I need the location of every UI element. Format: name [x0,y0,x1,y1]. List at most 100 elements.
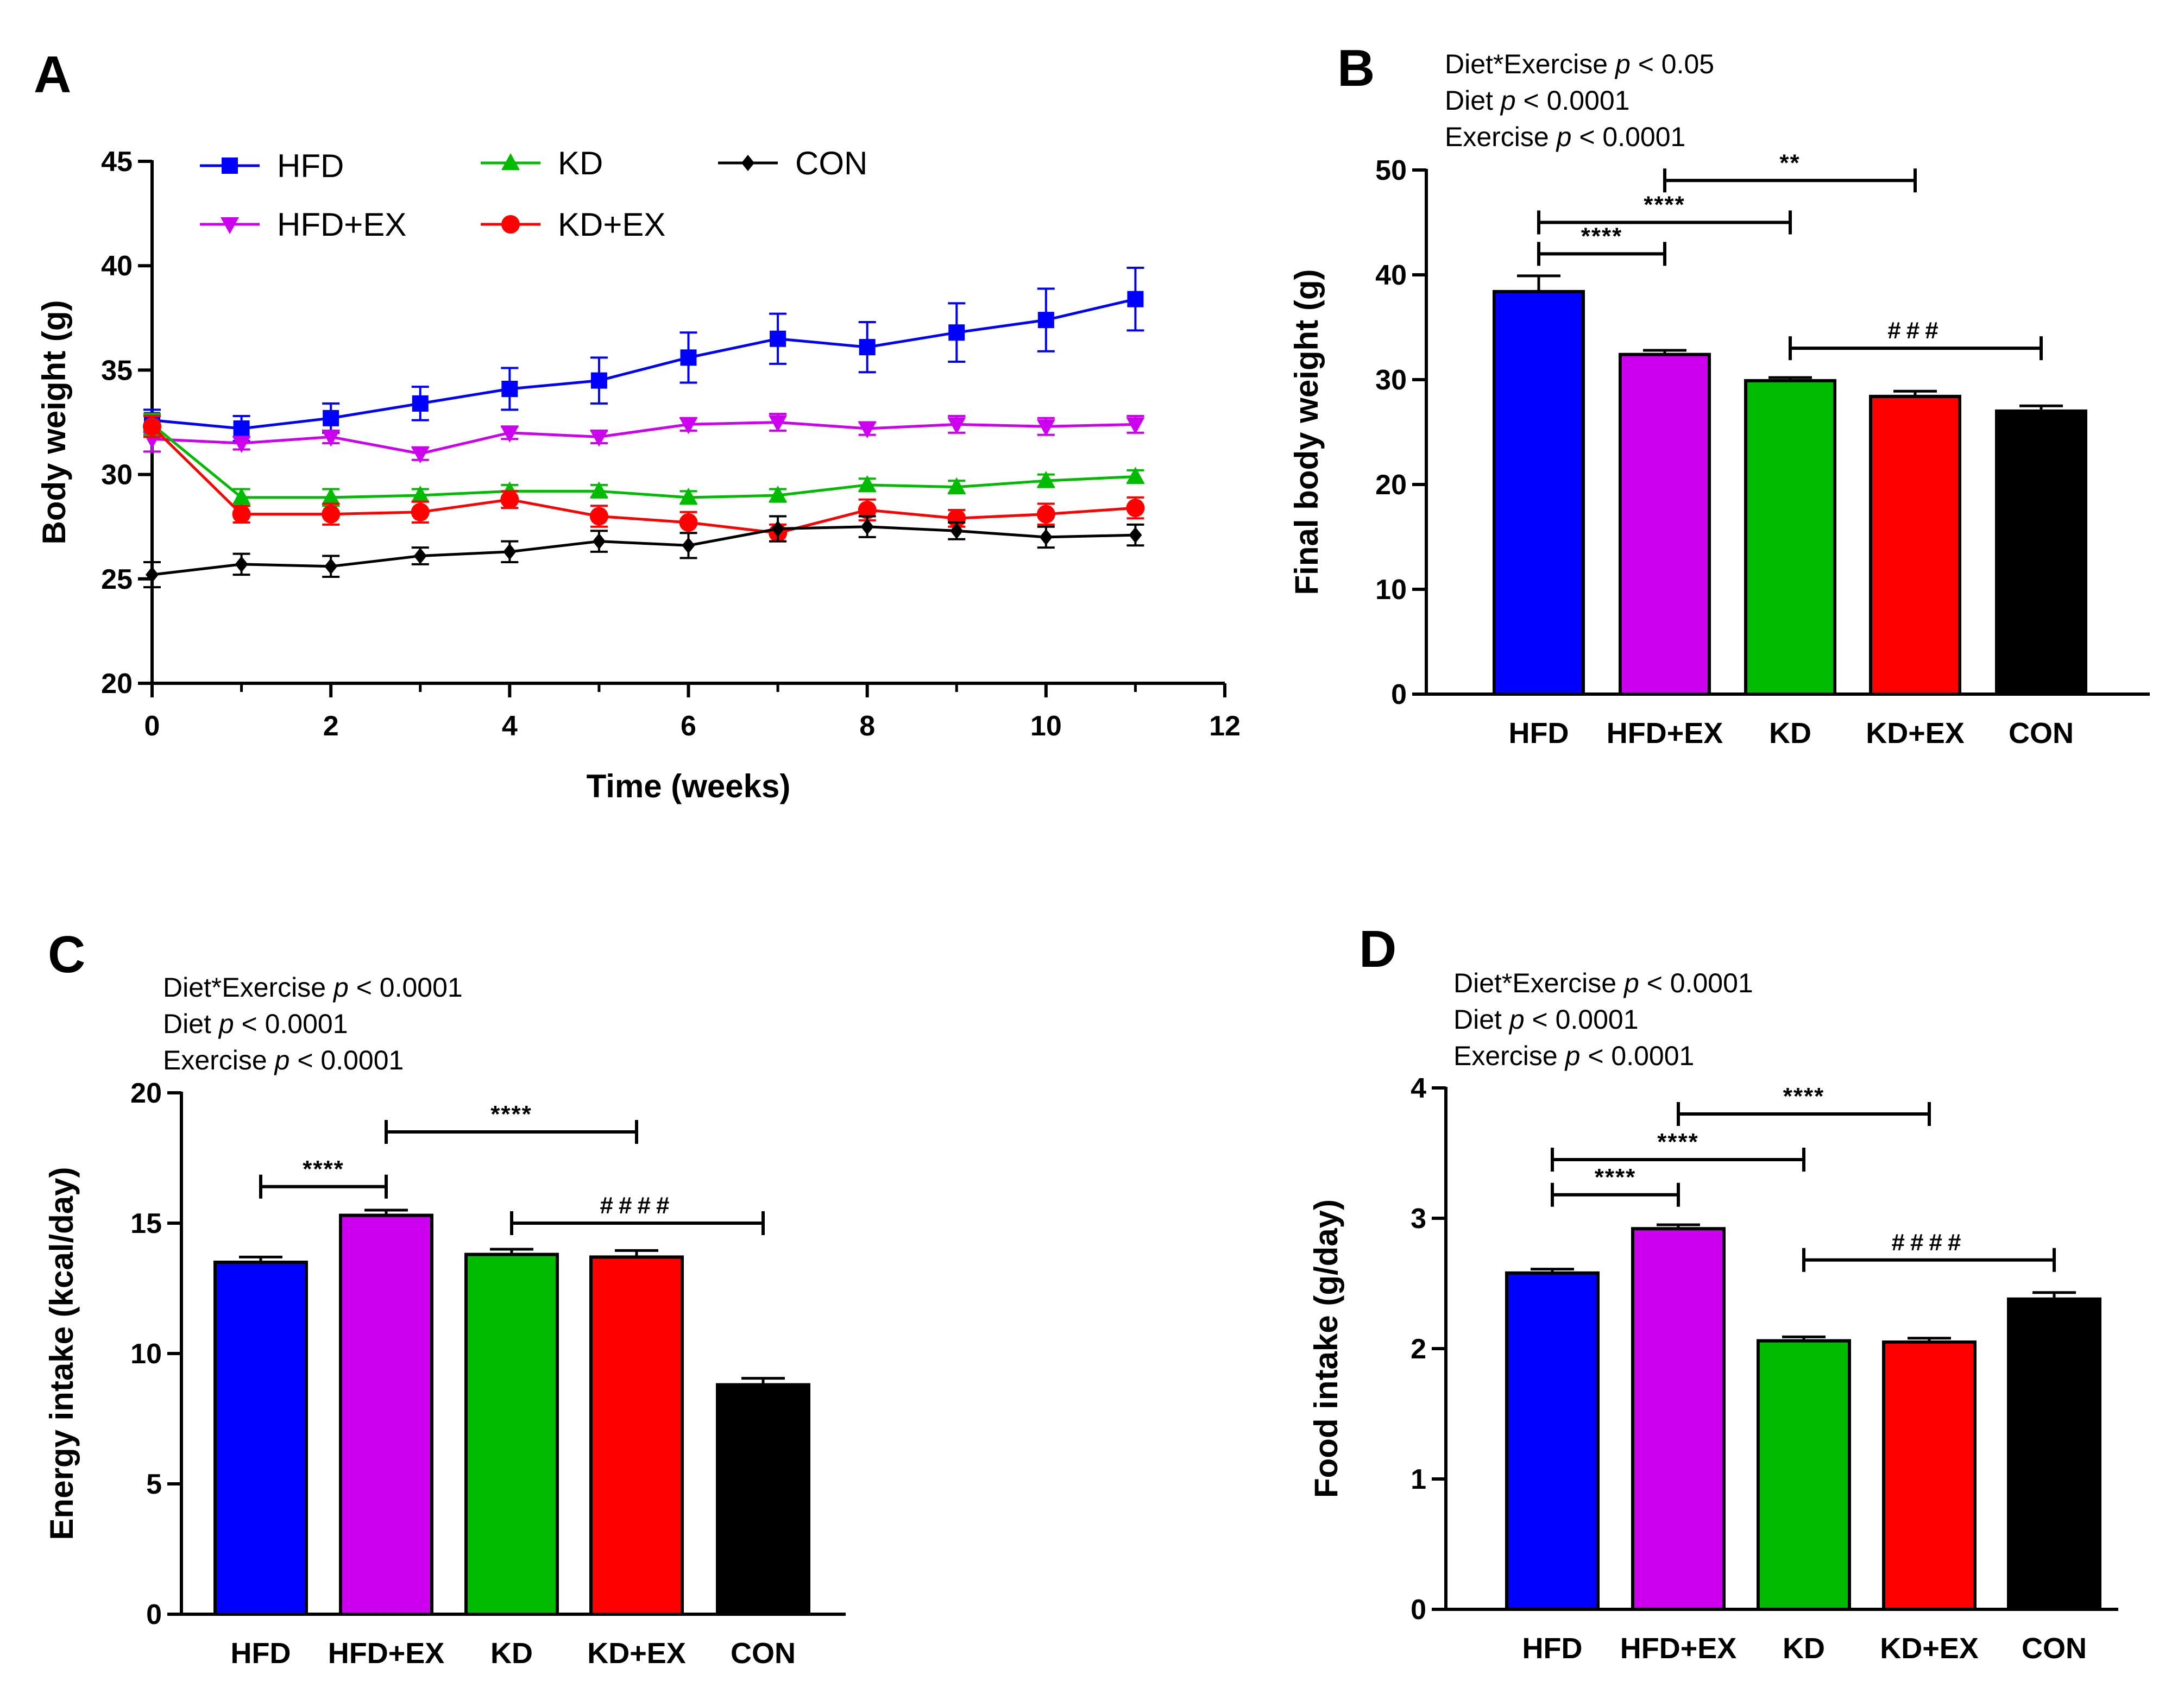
x-tick-label: 8 [859,710,875,742]
significance-label: **** [1581,223,1623,249]
bar-kd [464,1248,559,1616]
stat-line-exercise: Exercise p < 0.0001 [1445,122,1685,152]
bar-rect [1869,394,1961,696]
panel-letter-c: C [48,926,85,984]
x-tick-label: 6 [681,710,696,742]
category-label-hfd: HFD [1509,717,1569,750]
significance-label: **** [1783,1083,1825,1110]
y-tick-label: 20 [130,1078,162,1109]
bar-rect [1493,289,1585,696]
y-tick-label: 15 [130,1208,162,1239]
significance-bracket: **** [385,1101,638,1144]
significance-label: #### [600,1192,675,1219]
bar-con [716,1377,810,1616]
data-point [1036,471,1055,488]
data-point [679,417,698,435]
data-point [322,430,341,447]
bar-kd-ex [1869,389,1961,696]
significance-bracket: **** [1551,1129,1805,1172]
legend-item-hfd: HFD [200,148,344,184]
bar-kd-ex [589,1249,684,1616]
data-point [769,415,788,432]
significance-label: **** [1657,1129,1699,1155]
y-axis-title: Energy intake (kcal/day) [43,1167,80,1540]
stat-line-exercise: Exercise p < 0.0001 [1453,1041,1694,1071]
bar-rect [1631,1227,1726,1611]
data-point [1039,528,1053,545]
data-point [1126,499,1145,518]
y-axis-title: Body weight (g) [36,300,72,545]
legend-item-con: CON [718,145,867,181]
y-tick-label: 25 [101,564,133,595]
category-label-hfd: HFD [1522,1632,1583,1665]
stat-line-diet: Diet p < 0.0001 [163,1009,348,1039]
data-point [679,513,698,532]
category-label-kd-ex: KD+EX [1866,717,1965,750]
x-tick-label: 2 [323,710,339,742]
significance-bracket: **** [1537,192,1792,235]
data-point [412,395,429,412]
legend-item-hfd-ex: HFD+EX [200,206,406,243]
legend-label: HFD+EX [277,206,406,243]
legend-item-kd-ex: KD+EX [481,206,665,243]
significance-label: **** [1595,1164,1637,1191]
data-point [589,507,608,526]
data-point [322,487,341,505]
bar-rect [1995,409,2087,696]
y-tick-label: 4 [1411,1073,1426,1104]
significance-bracket: **** [1537,223,1666,266]
significance-label: **** [1644,192,1685,218]
series-hfd [143,267,1144,443]
data-point [1126,417,1145,435]
data-point [770,330,786,347]
bar-rect [339,1213,433,1616]
data-point [1037,312,1054,329]
category-label-kd: KD [490,1637,533,1670]
significance-bracket: **** [1677,1083,1931,1126]
significance-bracket: **** [259,1156,388,1199]
y-tick-label: 35 [101,355,133,386]
category-label-hfd-ex: HFD+EX [1620,1632,1737,1665]
category-label-kd-ex: KD+EX [1880,1632,1979,1665]
data-point [500,490,519,509]
data-point [589,430,608,447]
x-tick-label: 4 [502,710,518,742]
data-point [1129,527,1142,544]
series-line-con [152,525,1136,576]
legend-label: KD+EX [558,206,665,243]
stat-line-diet: Diet p < 0.0001 [1453,1004,1639,1035]
series-line-hfd-ex [152,420,1136,455]
data-point [1126,467,1145,484]
y-tick-label: 20 [101,668,133,700]
legend-label: KD [558,145,603,181]
stat-line-diet: Diet p < 0.0001 [1445,85,1630,116]
data-point [322,505,341,524]
significance-bracket: #### [510,1192,765,1235]
data-point [679,487,698,505]
data-point [769,486,788,503]
series-line-hfd [152,298,1136,430]
data-point [590,372,607,389]
data-point [235,556,248,572]
bar-rect [1744,379,1836,696]
data-point [950,523,964,539]
data-point [948,324,965,341]
panel-c: C Diet*Exercise p < 0.0001 Diet p < 0.0001… [43,926,846,1670]
series-line-kd [151,423,1136,499]
legend-label: HFD [277,148,344,184]
significance-bracket: **** [1551,1164,1680,1207]
category-label-hfd-ex: HFD+EX [1607,717,1723,750]
data-point [233,420,250,437]
data-point [860,518,874,535]
data-point [146,566,159,583]
significance-label: ### [1887,317,1943,344]
data-point [232,505,251,524]
x-axis-title: Time (weeks) [587,768,791,804]
y-tick-label: 40 [1375,260,1407,291]
y-tick-label: 0 [1391,679,1407,710]
series-hfd-ex [143,413,1145,464]
bar-kd [1744,376,1836,696]
category-label-hfd-ex: HFD+EX [328,1637,445,1670]
x-tick-label: 12 [1209,710,1241,742]
data-point [501,380,518,397]
